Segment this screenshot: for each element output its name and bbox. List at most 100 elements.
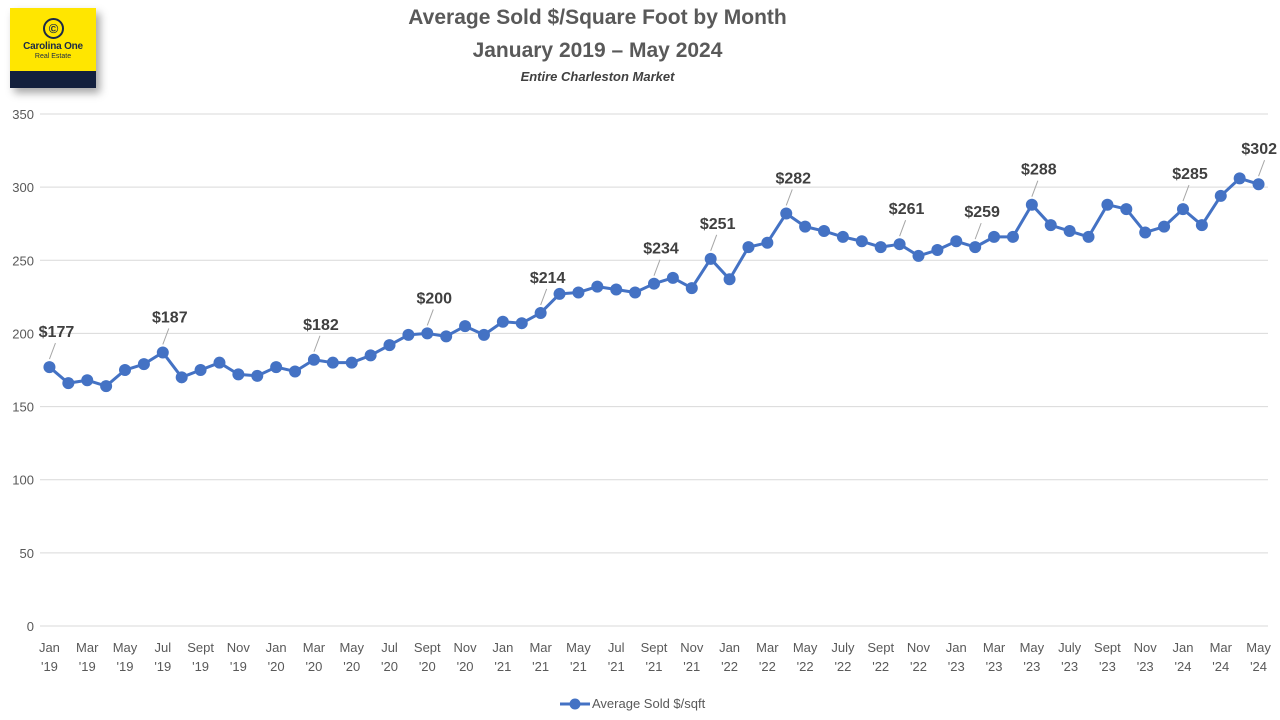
data-point	[1063, 225, 1076, 238]
x-tick-label: '24	[1212, 659, 1229, 674]
data-point	[666, 271, 679, 284]
x-tick-label: '20	[305, 659, 322, 674]
data-point	[742, 241, 755, 254]
x-tick-label: Mar	[1210, 640, 1233, 655]
data-label: $259	[964, 204, 1000, 221]
data-point	[175, 371, 188, 384]
x-tick-label: Mar	[529, 640, 552, 655]
data-point	[1252, 178, 1265, 191]
data-point	[1044, 219, 1057, 232]
x-tick-label: May	[1246, 640, 1271, 655]
y-tick-label: 200	[12, 326, 34, 341]
x-tick-label: Jan	[492, 640, 513, 655]
x-tick-label: Jan	[39, 640, 60, 655]
data-point	[799, 220, 812, 233]
x-tick-label: May	[793, 640, 818, 655]
x-tick-label: '20	[381, 659, 398, 674]
data-point	[950, 235, 963, 248]
data-point	[1214, 189, 1227, 202]
x-tick-label: May	[339, 640, 364, 655]
x-tick-label: July	[831, 640, 855, 655]
logo-band	[10, 71, 96, 88]
data-point	[572, 286, 585, 299]
data-point	[1082, 230, 1095, 243]
data-point	[893, 238, 906, 251]
data-label: $200	[416, 290, 452, 307]
data-point	[1006, 230, 1019, 243]
leader-line	[974, 222, 982, 240]
x-tick-label: Sept	[867, 640, 894, 655]
data-point	[534, 306, 547, 319]
data-point	[459, 320, 472, 333]
data-point	[496, 315, 509, 328]
data-point	[1233, 172, 1246, 185]
data-point	[723, 273, 736, 286]
leader-line	[426, 309, 434, 326]
data-point	[988, 230, 1001, 243]
data-label: $234	[643, 241, 679, 258]
data-point	[969, 241, 982, 254]
data-point	[855, 235, 868, 248]
data-point	[648, 277, 660, 290]
x-tick-label: '23	[986, 659, 1003, 674]
data-label: $214	[530, 270, 566, 287]
x-tick-label: '19	[79, 659, 96, 674]
data-point	[156, 346, 169, 359]
x-tick-label: Jul	[154, 640, 171, 655]
data-point	[912, 249, 925, 262]
chart-subtitle: Entire Charleston Market	[520, 69, 675, 84]
data-point	[818, 225, 831, 238]
x-tick-label: Mar	[303, 640, 326, 655]
x-tick-label: May	[1020, 640, 1045, 655]
logo-brand: Carolina One	[23, 41, 83, 52]
data-label: $282	[775, 170, 811, 187]
data-point	[289, 365, 302, 378]
x-tick-label: July	[1058, 640, 1082, 655]
leader-line	[785, 189, 793, 206]
x-tick-label: Mar	[76, 640, 99, 655]
data-point	[1139, 226, 1152, 239]
x-tick-label: May	[113, 640, 138, 655]
x-tick-label: '23	[1099, 659, 1116, 674]
leader-line	[653, 259, 661, 276]
x-tick-label: '22	[910, 659, 927, 674]
data-label: $261	[889, 201, 925, 218]
x-tick-label: '21	[646, 659, 663, 674]
data-point	[43, 361, 56, 374]
x-tick-label: '20	[343, 659, 360, 674]
y-tick-label: 50	[20, 546, 34, 561]
data-point	[364, 349, 377, 362]
data-point	[836, 230, 849, 243]
x-tick-label: Jul	[608, 640, 625, 655]
x-tick-label: '22	[721, 659, 738, 674]
data-point	[780, 207, 793, 220]
data-point	[629, 286, 642, 299]
x-tick-label: Nov	[1134, 640, 1158, 655]
data-point	[137, 358, 150, 371]
data-point	[553, 287, 566, 300]
data-point	[326, 356, 339, 369]
data-point	[931, 244, 944, 257]
x-tick-label: Mar	[983, 640, 1006, 655]
legend: Average Sold $/sqft	[560, 696, 705, 711]
data-point	[421, 327, 434, 340]
chart-date-range: January 2019 – May 2024	[472, 39, 723, 62]
leader-line	[48, 342, 56, 360]
leader-line	[899, 220, 907, 237]
y-tick-label: 150	[12, 400, 34, 415]
x-tick-label: '21	[494, 659, 511, 674]
leader-line	[1182, 184, 1190, 202]
x-tick-label: Jan	[719, 640, 740, 655]
x-tick-label: '19	[41, 659, 58, 674]
data-point	[194, 364, 207, 376]
data-point	[1195, 219, 1208, 232]
data-point	[232, 368, 245, 381]
x-tick-label: '23	[1061, 659, 1078, 674]
data-point	[1025, 198, 1038, 211]
logo-subtext: Real Estate	[34, 53, 72, 60]
leader-line	[710, 234, 718, 251]
data-point	[515, 317, 528, 330]
leader-line	[1031, 180, 1039, 197]
chart-title: Average Sold $/Square Foot by Month	[408, 6, 787, 29]
y-tick-label: 350	[12, 107, 34, 122]
